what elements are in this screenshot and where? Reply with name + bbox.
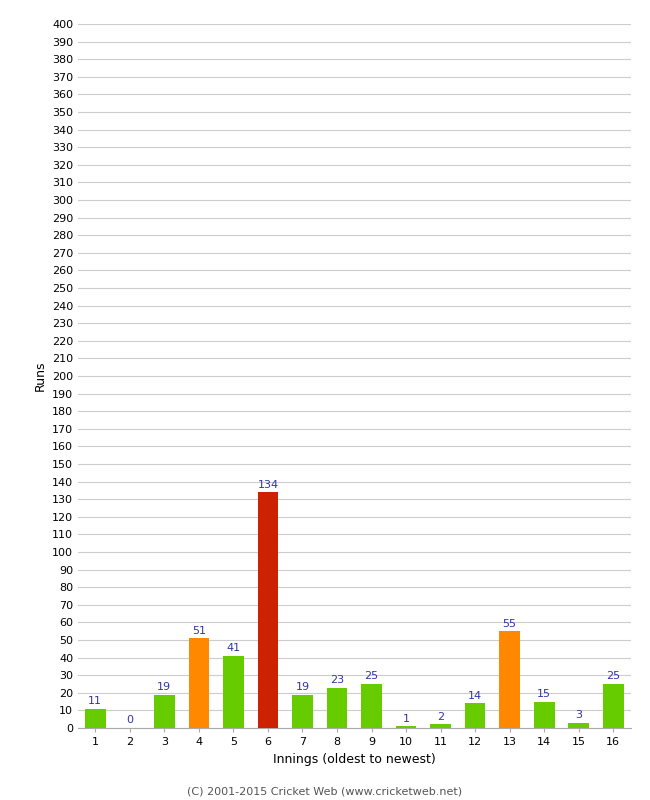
Text: 3: 3 bbox=[575, 710, 582, 720]
Bar bbox=[85, 709, 105, 728]
Text: 0: 0 bbox=[126, 715, 133, 726]
Text: 55: 55 bbox=[502, 618, 517, 629]
Text: 14: 14 bbox=[468, 690, 482, 701]
Bar bbox=[534, 702, 554, 728]
Bar bbox=[603, 684, 623, 728]
Y-axis label: Runs: Runs bbox=[33, 361, 46, 391]
Text: 11: 11 bbox=[88, 696, 102, 706]
Text: 134: 134 bbox=[257, 479, 278, 490]
Text: 19: 19 bbox=[157, 682, 172, 692]
Bar bbox=[568, 722, 589, 728]
Bar bbox=[465, 703, 486, 728]
Bar bbox=[257, 492, 278, 728]
Bar bbox=[188, 638, 209, 728]
Text: 25: 25 bbox=[606, 671, 620, 682]
Bar bbox=[396, 726, 417, 728]
Text: 2: 2 bbox=[437, 712, 444, 722]
Text: 23: 23 bbox=[330, 675, 344, 685]
Text: 51: 51 bbox=[192, 626, 206, 635]
Bar bbox=[499, 631, 520, 728]
Text: 19: 19 bbox=[295, 682, 309, 692]
Text: (C) 2001-2015 Cricket Web (www.cricketweb.net): (C) 2001-2015 Cricket Web (www.cricketwe… bbox=[187, 786, 463, 796]
Text: 41: 41 bbox=[226, 643, 240, 653]
Bar bbox=[223, 656, 244, 728]
Bar bbox=[430, 725, 451, 728]
Bar bbox=[361, 684, 382, 728]
Text: 15: 15 bbox=[537, 689, 551, 699]
Text: 25: 25 bbox=[365, 671, 378, 682]
Bar bbox=[154, 694, 175, 728]
Bar bbox=[326, 687, 347, 728]
X-axis label: Innings (oldest to newest): Innings (oldest to newest) bbox=[273, 753, 436, 766]
Text: 1: 1 bbox=[402, 714, 410, 724]
Bar bbox=[292, 694, 313, 728]
